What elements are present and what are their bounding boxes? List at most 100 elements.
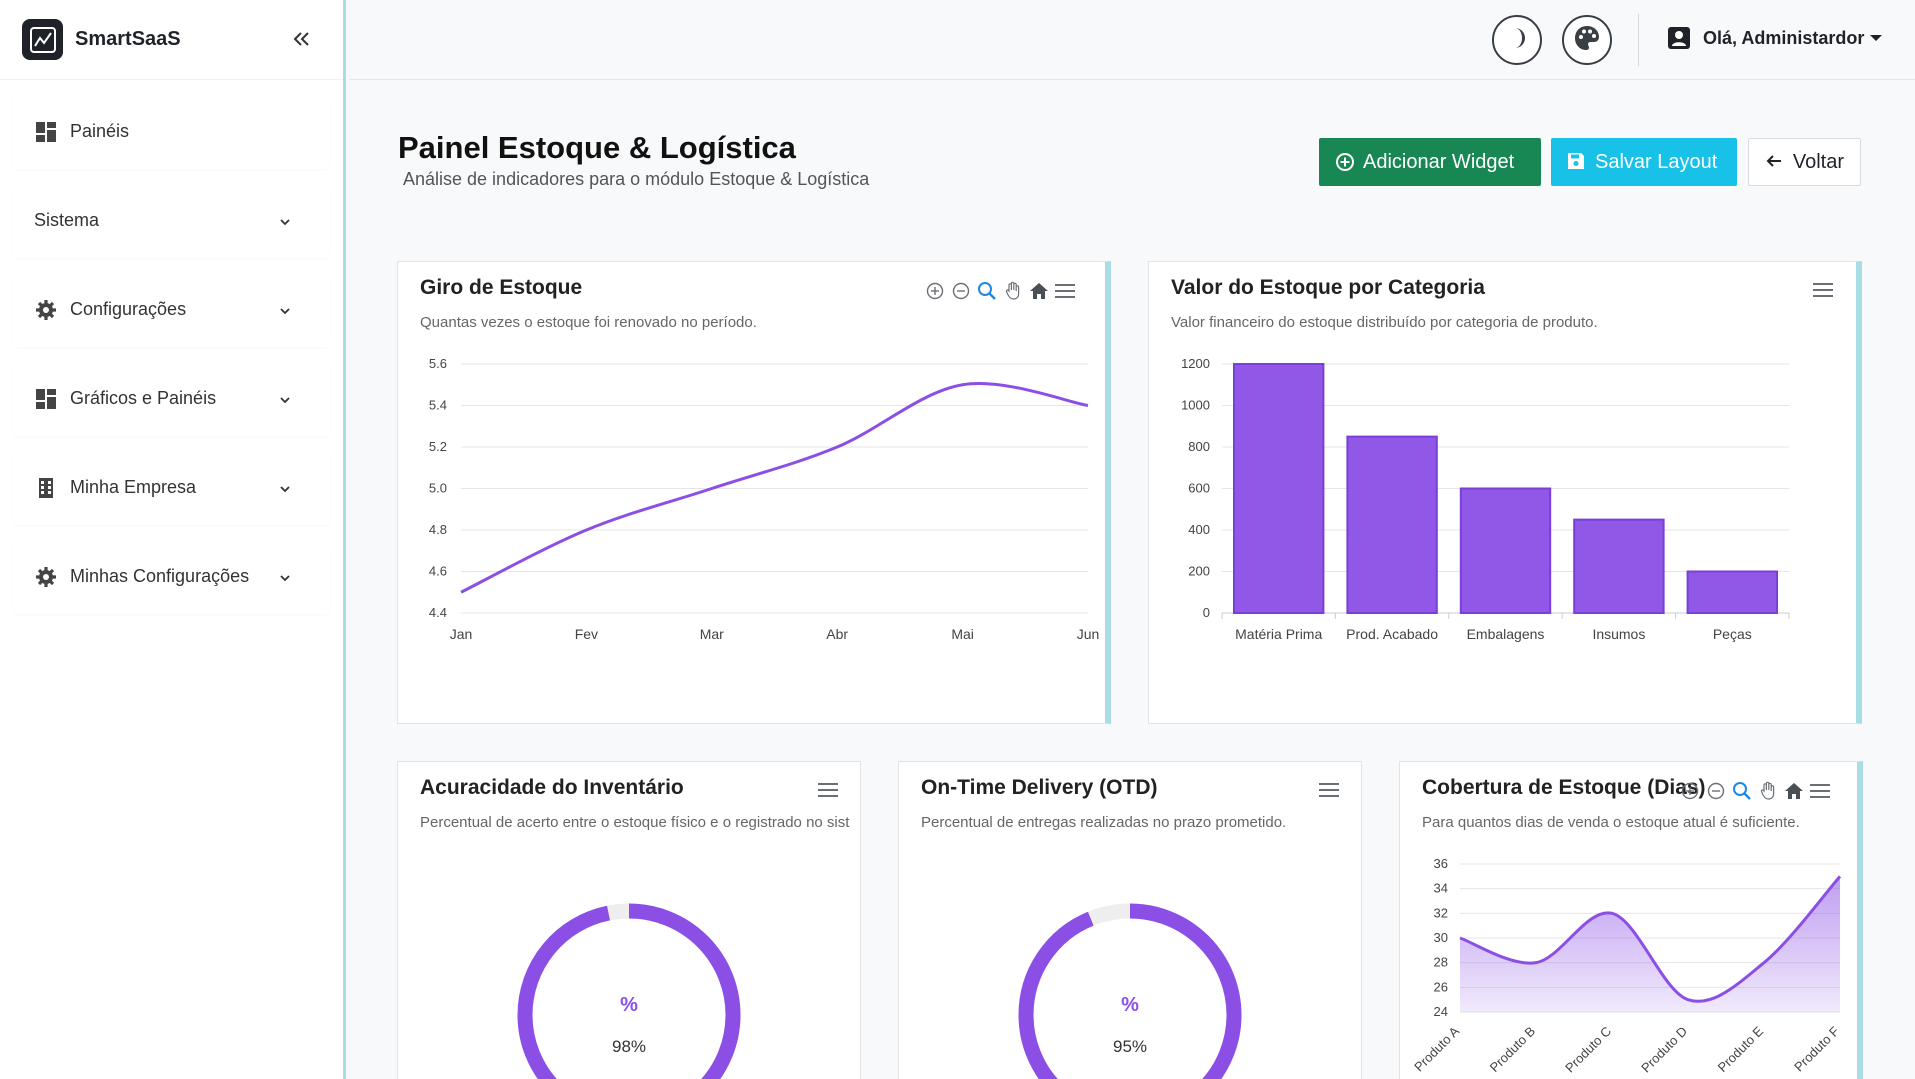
x-tick-label: Jan <box>450 626 473 642</box>
x-tick-label: Produto C <box>1562 1024 1614 1076</box>
gauge-value-arc <box>1018 903 1242 1079</box>
back-label: Voltar <box>1792 150 1844 173</box>
y-tick-label: 28 <box>1434 955 1448 970</box>
y-tick-label: 5.0 <box>429 481 447 496</box>
bar <box>1686 570 1778 614</box>
card-title: On-Time Delivery (OTD) <box>921 776 1158 799</box>
chevron-down-icon <box>278 569 292 583</box>
add-widget-label: Adicionar Widget <box>1363 150 1515 173</box>
sidebar-nav: Painéis Sistema Configurações Gráficos e… <box>0 80 343 614</box>
sidebar-item-configuracoes[interactable]: Configurações <box>13 272 330 347</box>
card-description: Valor financeiro do estoque distribuído … <box>1171 314 1598 331</box>
add-widget-button[interactable]: Adicionar Widget <box>1319 138 1541 186</box>
card-acuracidade: Acuracidade do Inventário Percentual de … <box>397 761 861 1079</box>
y-tick-label: 36 <box>1434 856 1448 871</box>
x-tick-label: Fev <box>575 626 598 642</box>
card-description: Para quantos dias de venda o estoque atu… <box>1422 814 1800 831</box>
brand: SmartSaaS <box>0 0 343 80</box>
y-tick-label: 4.8 <box>429 522 447 537</box>
y-tick-label: 4.6 <box>429 564 447 579</box>
x-tick-label: Embalagens <box>1467 626 1545 642</box>
y-tick-label: 5.2 <box>429 439 447 454</box>
user-icon <box>1667 26 1691 50</box>
menu-icon[interactable] <box>1809 780 1831 802</box>
chevron-down-icon <box>278 480 292 494</box>
x-tick-label: Produto A <box>1411 1023 1462 1074</box>
sidebar-item-label: Painéis <box>70 121 130 141</box>
dark-mode-toggle-button[interactable] <box>1492 15 1542 65</box>
menu-icon[interactable] <box>1054 280 1076 302</box>
topbar: Olá, Administardor <box>349 0 1915 80</box>
zoom-in-icon[interactable] <box>1679 780 1701 802</box>
brand-logo-icon[interactable] <box>22 19 63 60</box>
magnifier-icon[interactable] <box>976 280 998 302</box>
user-menu-button[interactable]: Olá, Administardor <box>1667 26 1883 50</box>
x-tick-label: Matéria Prima <box>1235 626 1322 642</box>
series-area <box>1460 876 1840 1012</box>
sidebar-item-minhas-configuracoes[interactable]: Minhas Configurações <box>13 539 330 614</box>
home-reset-icon[interactable] <box>1028 280 1050 302</box>
sidebar-item-label: Configurações <box>70 299 187 319</box>
topbar-divider <box>1638 14 1639 66</box>
card-cobertura: Cobertura de Estoque (Dias) Para quantos… <box>1399 761 1863 1079</box>
card-description: Percentual de entregas realizadas no pra… <box>921 814 1287 831</box>
menu-icon[interactable] <box>818 782 840 800</box>
theme-palette-button[interactable] <box>1562 15 1612 65</box>
x-tick-label: Produto E <box>1715 1023 1767 1075</box>
y-tick-label: 32 <box>1434 905 1448 920</box>
zoom-out-icon[interactable] <box>950 280 972 302</box>
sidebar-item-minha-empresa[interactable]: Minha Empresa <box>13 450 330 525</box>
chart-giro-estoque: 4.4 4.6 4.8 5.0 5.2 5.4 5.6 Jan Fev Mar Abr Mai Jun <box>429 356 1100 642</box>
chart-cobertura-estoque: 24 26 28 30 32 34 36 Produto A Produto B Produto … <box>1411 856 1842 1076</box>
card-title: Acuracidade do Inventário <box>420 776 684 799</box>
chevron-down-icon <box>278 302 292 316</box>
moon-icon <box>1504 25 1530 56</box>
sidebar-item-paineis[interactable]: Painéis <box>13 94 330 169</box>
save-layout-button[interactable]: Salvar Layout <box>1551 138 1737 186</box>
y-tick-label: 24 <box>1434 1004 1448 1019</box>
chevron-down-icon <box>278 391 292 405</box>
chart-valor-estoque: 0 200 400 600 800 1000 1200 Matéria Prima Prod. … <box>1181 356 1790 642</box>
y-tick-label: 600 <box>1188 481 1210 496</box>
home-reset-icon[interactable] <box>1783 780 1805 802</box>
save-layout-label: Salvar Layout <box>1595 150 1718 173</box>
page-subtitle: Análise de indicadores para o módulo Est… <box>403 169 870 189</box>
zoom-in-icon[interactable] <box>924 280 946 302</box>
page-title: Painel Estoque & Logística <box>398 130 796 165</box>
sidebar-item-label: Minha Empresa <box>70 477 197 497</box>
x-tick-label: Produto B <box>1487 1024 1538 1075</box>
x-tick-label: Mar <box>700 626 724 642</box>
gauge-symbol: % <box>1121 994 1139 1016</box>
sidebar-item-sistema[interactable]: Sistema <box>13 183 330 258</box>
gear-icon <box>34 565 58 589</box>
card-valor-estoque: Valor do Estoque por Categoria Valor fin… <box>1148 261 1862 724</box>
collapse-sidebar-icon[interactable] <box>289 27 313 51</box>
menu-icon[interactable] <box>1319 782 1341 800</box>
y-tick-label: 200 <box>1188 564 1210 579</box>
y-tick-label: 26 <box>1434 979 1448 994</box>
x-tick-label: Jun <box>1077 626 1100 642</box>
back-button[interactable]: Voltar <box>1748 138 1861 186</box>
grid-icon <box>34 387 58 411</box>
x-tick-label: Produto D <box>1638 1024 1690 1076</box>
pan-hand-icon[interactable] <box>1757 780 1779 802</box>
y-tick-label: 1000 <box>1181 398 1210 413</box>
sidebar-item-label: Sistema <box>34 210 100 230</box>
card-title: Cobertura de Estoque (Dias) <box>1422 776 1706 799</box>
pan-hand-icon[interactable] <box>1002 280 1024 302</box>
gauge-value-label: 98% <box>612 1037 646 1056</box>
zoom-out-icon[interactable] <box>1705 780 1727 802</box>
series-line <box>1459 875 1842 1003</box>
sidebar-item-graficos[interactable]: Gráficos e Painéis <box>13 361 330 436</box>
y-tick-label: 4.4 <box>429 605 447 620</box>
menu-icon[interactable] <box>1813 282 1835 300</box>
x-tick-label: Abr <box>826 626 848 642</box>
y-tick-label: 0 <box>1203 605 1210 620</box>
card-description: Percentual de acerto entre o estoque fís… <box>420 814 850 831</box>
bar <box>1233 363 1325 614</box>
magnifier-icon[interactable] <box>1731 780 1753 802</box>
y-tick-label: 30 <box>1434 930 1448 945</box>
card-title: Giro de Estoque <box>420 276 583 299</box>
sidebar-item-label: Minhas Configurações <box>70 566 250 586</box>
y-tick-label: 400 <box>1188 522 1210 537</box>
